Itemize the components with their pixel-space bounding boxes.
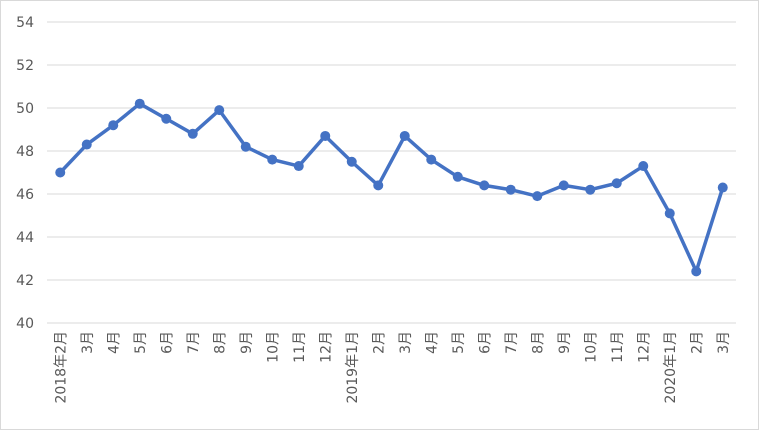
x-tick-label: 8月 [212, 331, 228, 354]
y-tick-label: 40 [16, 316, 34, 332]
x-tick-label: 2020年1月 [663, 331, 679, 404]
x-tick-label: 7月 [186, 331, 202, 354]
x-tick-label: 12月 [636, 331, 652, 363]
x-tick-label: 10月 [265, 331, 281, 363]
marker [55, 167, 66, 178]
marker [452, 171, 463, 182]
x-tick-label: 4月 [424, 331, 440, 354]
marker [187, 128, 198, 139]
y-tick-label: 48 [16, 144, 34, 160]
x-tick-label: 3月 [80, 331, 96, 354]
marker [691, 266, 702, 277]
marker [505, 184, 516, 195]
marker [399, 130, 410, 141]
x-tick-label: 10月 [583, 331, 599, 363]
x-tick-label: 5月 [133, 331, 149, 354]
marker [320, 130, 331, 141]
x-tick-label: 12月 [318, 331, 334, 363]
marker [664, 208, 675, 219]
marker [293, 161, 304, 172]
y-tick-label: 52 [16, 58, 34, 74]
marker [532, 191, 543, 202]
marker [240, 141, 251, 152]
marker [479, 180, 490, 191]
marker [134, 98, 145, 109]
marker [611, 178, 622, 189]
y-tick-label: 42 [16, 273, 34, 289]
x-tick-label: 3月 [398, 331, 414, 354]
y-tick-label: 54 [16, 15, 34, 31]
x-tick-label: 3月 [716, 331, 732, 354]
marker [638, 161, 649, 172]
marker [558, 180, 569, 191]
x-tick-label: 7月 [504, 331, 520, 354]
x-tick-label: 2月 [371, 331, 387, 354]
x-tick-label: 4月 [106, 331, 122, 354]
x-tick-label: 2月 [689, 331, 705, 354]
marker [161, 113, 172, 124]
x-tick-label: 2018年2月 [53, 331, 69, 404]
x-tick-label: 11月 [610, 331, 626, 363]
x-tick-label: 5月 [451, 331, 467, 354]
y-tick-label: 44 [16, 230, 34, 246]
x-tick-label: 9月 [557, 331, 573, 354]
x-tick-label: 6月 [159, 331, 175, 354]
y-tick-label: 50 [16, 101, 34, 117]
marker [717, 182, 728, 193]
x-tick-label: 11月 [292, 331, 308, 363]
marker [585, 184, 596, 195]
marker [108, 120, 119, 131]
x-tick-label: 2019年1月 [345, 331, 361, 404]
x-tick-label: 6月 [477, 331, 493, 354]
marker [267, 154, 278, 165]
marker [81, 139, 92, 150]
marker [214, 105, 225, 116]
x-tick-label: 9月 [239, 331, 255, 354]
x-tick-label: 8月 [530, 331, 546, 354]
y-tick-label: 46 [16, 187, 34, 203]
marker [346, 156, 357, 167]
marker [373, 180, 384, 191]
marker [426, 154, 437, 165]
